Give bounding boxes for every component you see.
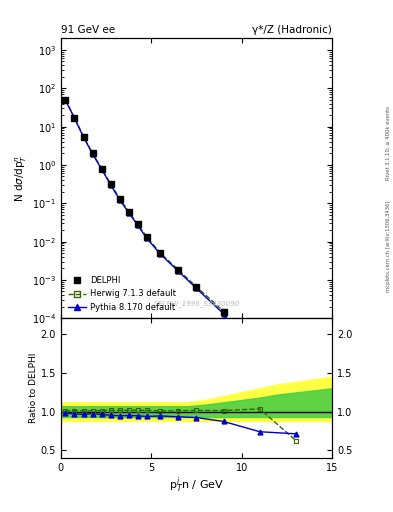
Text: γ*/Z (Hadronic): γ*/Z (Hadronic) <box>252 25 332 35</box>
X-axis label: p$_T^i$n / GeV: p$_T^i$n / GeV <box>169 476 224 496</box>
Text: Rivet 3.1.10; ≥ 400k events: Rivet 3.1.10; ≥ 400k events <box>386 106 391 180</box>
Y-axis label: Ratio to DELPHI: Ratio to DELPHI <box>29 353 38 423</box>
Text: DELPHI_1996_S3430090: DELPHI_1996_S3430090 <box>153 301 240 307</box>
Text: mcplots.cern.ch [arXiv:1306.3436]: mcplots.cern.ch [arXiv:1306.3436] <box>386 200 391 291</box>
Legend: DELPHI, Herwig 7.1.3 default, Pythia 8.170 default: DELPHI, Herwig 7.1.3 default, Pythia 8.1… <box>65 274 178 314</box>
Y-axis label: N d$\sigma$/dp$_T^n$: N d$\sigma$/dp$_T^n$ <box>14 155 29 202</box>
Text: 91 GeV ee: 91 GeV ee <box>61 25 115 35</box>
